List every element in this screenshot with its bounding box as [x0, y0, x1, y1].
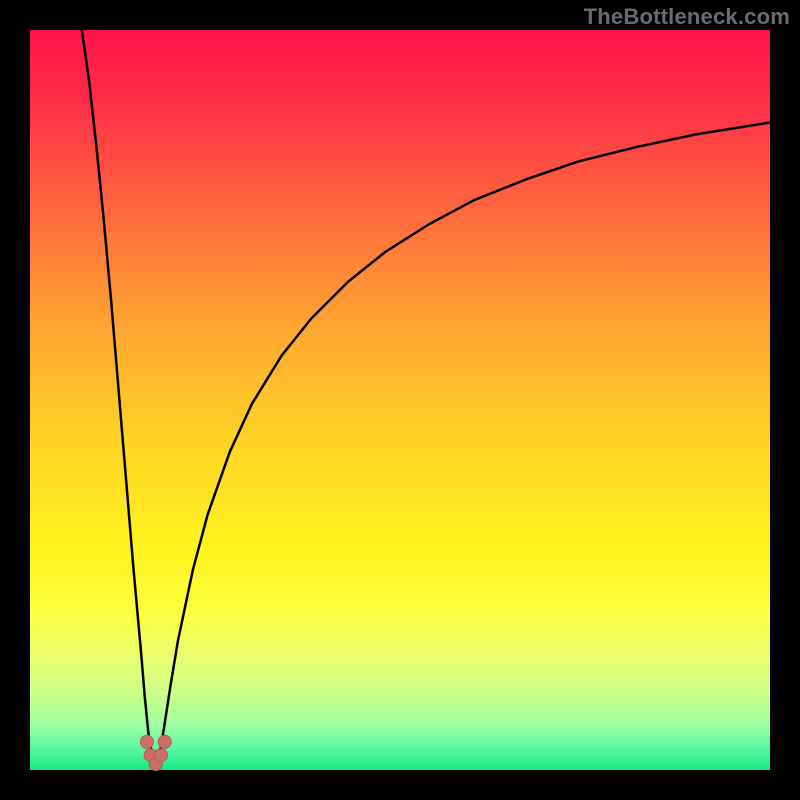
dip-marker	[158, 735, 171, 748]
dip-marker	[154, 749, 167, 762]
watermark-text: TheBottleneck.com	[584, 4, 790, 30]
bottleneck-chart	[0, 0, 800, 800]
dip-marker	[140, 735, 153, 748]
chart-container: { "watermark": { "text": "TheBottleneck.…	[0, 0, 800, 800]
